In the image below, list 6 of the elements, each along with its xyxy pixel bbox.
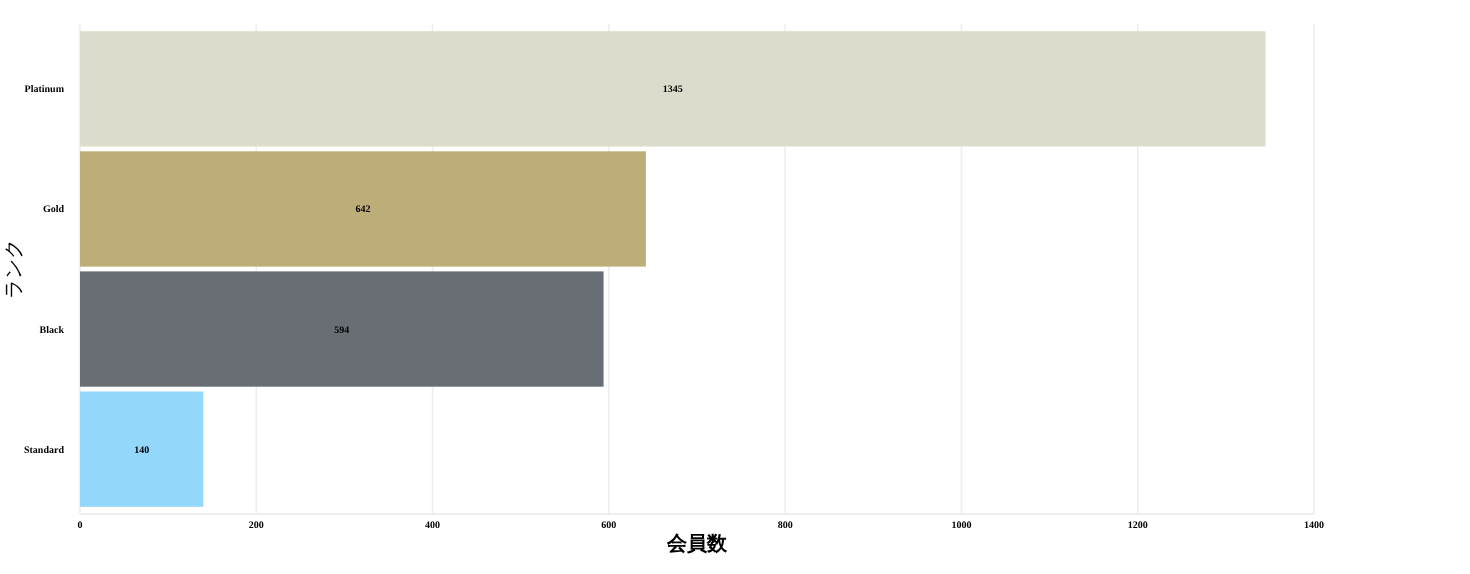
bar [80, 151, 646, 267]
y-axis-title: ランク [4, 239, 26, 299]
bar [80, 271, 604, 387]
bar [80, 31, 1266, 147]
bar [80, 391, 204, 507]
x-axis-title: 会員数 [665, 532, 729, 556]
